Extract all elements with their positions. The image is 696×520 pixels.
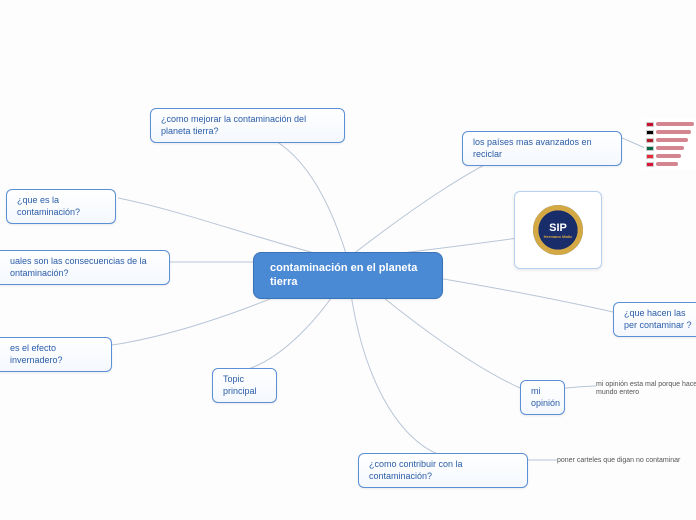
- node-quees[interactable]: ¿que es la contaminación?: [6, 189, 116, 224]
- node-label: ¿que es la contaminación?: [17, 195, 80, 217]
- note-text: poner carteles que digan no contaminar: [557, 457, 696, 465]
- node-invernadero[interactable]: es el efecto invernadero?: [0, 337, 112, 372]
- note-text: mi opinión esta mal porque hacem mundo e…: [596, 381, 696, 398]
- node-label: es el efecto invernadero?: [10, 343, 63, 365]
- recycle-row: [646, 122, 696, 127]
- recycle-row: [646, 146, 696, 151]
- recycle-row: [646, 162, 696, 167]
- center-label: contaminación en el planeta tierra: [270, 262, 417, 288]
- node-label: Topic principal: [223, 374, 257, 396]
- node-label: ¿como contribuir con la contaminación?: [369, 459, 463, 481]
- node-personas[interactable]: ¿que hacen las per contaminar ?: [613, 302, 696, 337]
- node-consecuencias[interactable]: uales son las consecuencias de la ontami…: [0, 250, 170, 285]
- node-label: uales son las consecuencias de la ontami…: [10, 256, 147, 278]
- center-node[interactable]: contaminación en el planeta tierra: [253, 252, 443, 299]
- node-mejorar[interactable]: ¿como mejorar la contaminación del plane…: [150, 108, 345, 143]
- node-contribuir[interactable]: ¿como contribuir con la contaminación?: [358, 453, 528, 488]
- node-label: mi opinión: [531, 386, 560, 408]
- node-label: ¿que hacen las per contaminar ?: [624, 308, 692, 330]
- node-label: los países mas avanzados en reciclar: [473, 137, 592, 159]
- recycle-row: [646, 130, 696, 135]
- recycle-row: [646, 154, 696, 159]
- sip-image-node[interactable]: SIP Hermano Matic: [514, 191, 602, 269]
- node-topic[interactable]: Topic principal: [212, 368, 277, 403]
- sip-badge: SIP Hermano Matic: [533, 205, 583, 255]
- node-opinion[interactable]: mi opinión: [520, 380, 565, 415]
- recycle-chart-thumb: [644, 118, 696, 170]
- recycle-row: [646, 138, 696, 143]
- node-label: ¿como mejorar la contaminación del plane…: [161, 114, 306, 136]
- node-paises[interactable]: los países mas avanzados en reciclar: [462, 131, 622, 166]
